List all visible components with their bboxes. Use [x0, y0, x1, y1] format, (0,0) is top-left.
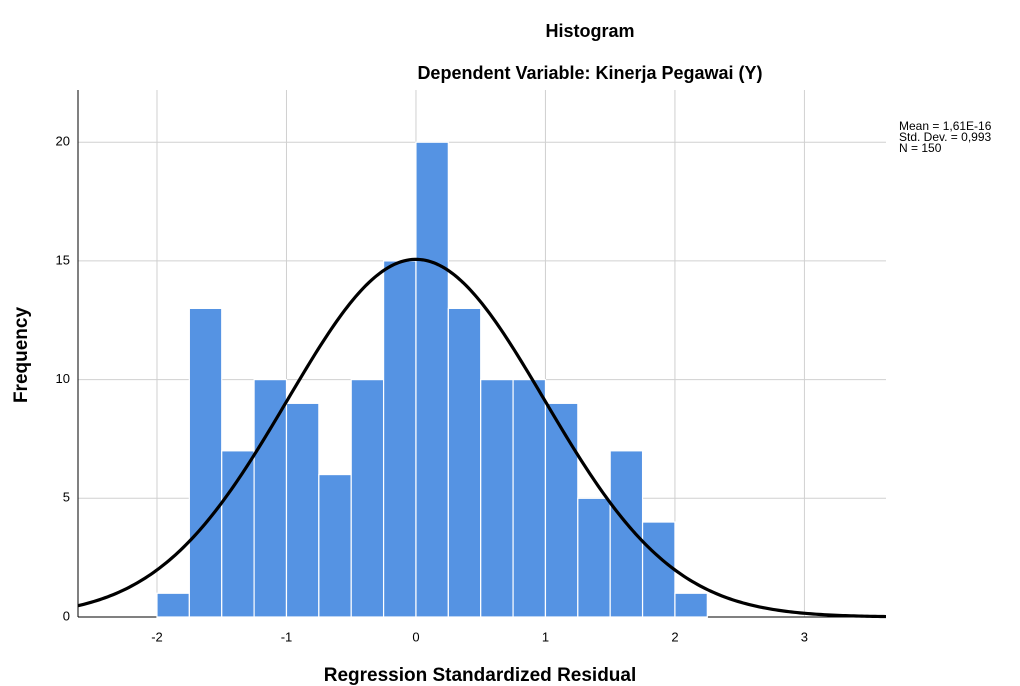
bars — [156, 141, 708, 618]
stats-label: N = 150 — [899, 141, 942, 155]
y-tick-label: 15 — [56, 252, 70, 267]
x-tick-label: -1 — [281, 629, 293, 644]
x-tick-label: 3 — [801, 629, 808, 644]
bar — [350, 379, 385, 618]
normal-curve — [77, 257, 887, 619]
x-axis-label: Regression Standardized Residual — [324, 665, 637, 686]
stats-label: Std. Dev. = 0,993 — [899, 130, 991, 144]
bar — [641, 521, 676, 618]
x-tick-label: 2 — [671, 629, 678, 644]
stats-label: Mean = 1,61E-16 — [899, 119, 992, 133]
bar — [188, 307, 223, 618]
y-tick-label: 20 — [56, 134, 70, 149]
bar — [512, 379, 547, 618]
x-tick-label: 0 — [412, 629, 419, 644]
bar — [544, 402, 579, 618]
y-axis-label: Frequency — [11, 307, 32, 404]
bar — [318, 473, 352, 618]
bar — [447, 307, 482, 618]
bar — [382, 260, 417, 618]
bar — [253, 379, 288, 618]
chart-title: Histogram — [545, 21, 634, 41]
y-tick-label: 10 — [56, 371, 70, 386]
bar — [415, 141, 449, 618]
y-tick-label: 0 — [63, 608, 70, 623]
bar — [674, 592, 708, 618]
bar — [480, 379, 514, 618]
y-tick-label: 5 — [63, 490, 70, 505]
x-tick-label: -2 — [151, 629, 163, 644]
bar — [285, 402, 320, 618]
x-tick-label: 1 — [542, 629, 549, 644]
bar — [577, 497, 611, 618]
bar — [221, 450, 255, 618]
chart-subtitle: Dependent Variable: Kinerja Pegawai (Y) — [417, 63, 762, 83]
bar — [156, 592, 190, 618]
